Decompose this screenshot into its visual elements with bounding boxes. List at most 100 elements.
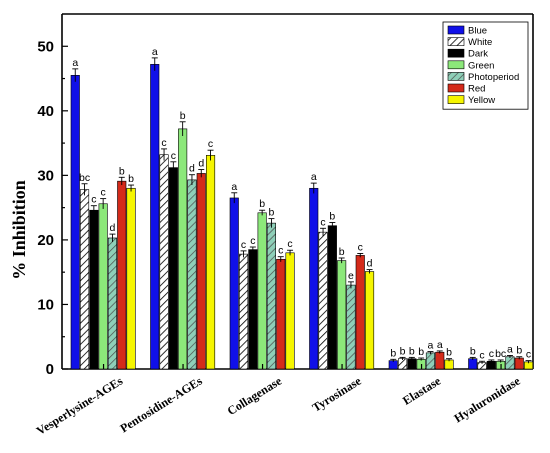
significance-letter: a: [231, 181, 237, 193]
bar-photoperiod: [266, 222, 277, 370]
significance-letter: b: [119, 165, 125, 177]
legend-swatch-yellow: [447, 95, 465, 104]
significance-letter: c: [171, 150, 176, 162]
significance-letter: b: [446, 347, 452, 359]
bar-red: [276, 258, 286, 370]
significance-letter: a: [152, 46, 158, 58]
legend-label-dark: Dark: [468, 49, 488, 60]
significance-letter: b: [128, 173, 134, 185]
bar-white: [397, 358, 408, 370]
significance-letter: b: [180, 110, 186, 122]
bar-dark: [89, 209, 99, 370]
significance-letter: c: [250, 235, 255, 247]
significance-letter: c: [91, 194, 96, 206]
significance-letter: b: [516, 345, 522, 357]
y-tick-label: 0: [46, 361, 54, 378]
bar-yellow: [444, 359, 454, 370]
bar-red: [514, 357, 524, 370]
bar-white: [159, 154, 169, 370]
bar-blue: [229, 197, 239, 370]
legend-swatch-blue: [447, 25, 465, 35]
significance-letter: bc: [79, 172, 90, 184]
significance-letter: c: [278, 245, 283, 257]
x-tick-label: Vesperlysine-AGEs: [34, 374, 126, 438]
significance-letter: c: [489, 348, 494, 360]
legend-label-blue: Blue: [468, 26, 487, 37]
significance-letter: c: [358, 241, 363, 253]
bar-yellow: [126, 187, 136, 370]
y-tick-label: 50: [37, 38, 54, 55]
bar-blue: [150, 64, 160, 370]
significance-letter: bc: [495, 348, 506, 360]
significance-letter: c: [161, 137, 166, 149]
significance-letter: c: [241, 239, 246, 251]
bar-photoperiod: [346, 284, 356, 370]
bar-red: [196, 173, 206, 370]
bar-dark: [248, 249, 258, 370]
y-tick-label: 20: [37, 232, 54, 249]
legend-swatch-white: [447, 37, 465, 46]
significance-letter: b: [259, 198, 265, 210]
significance-letter: b: [470, 345, 476, 357]
bar-white: [80, 189, 90, 370]
bar-dark: [327, 225, 337, 370]
legend-swatch-photoperiod: [447, 72, 465, 81]
bar-yellow: [285, 252, 295, 370]
legend-swatch-green: [447, 60, 465, 70]
x-tick-label: Hyaluronidase: [451, 373, 523, 425]
significance-letter: d: [198, 158, 204, 170]
significance-letter: b: [269, 207, 275, 219]
significance-letter: d: [189, 163, 195, 175]
bar-photoperiod: [107, 237, 117, 370]
x-tick-label: Tyrosinase: [310, 373, 365, 414]
legend-label-white: White: [468, 37, 492, 48]
x-tick-label: Collagenase: [225, 373, 285, 418]
legend-swatch-dark: [447, 48, 465, 58]
significance-letter: d: [110, 222, 116, 234]
y-axis-label: % Inhibition: [9, 180, 29, 280]
significance-letter: d: [367, 258, 373, 270]
bar-dark: [168, 167, 178, 370]
bar-red: [355, 255, 365, 370]
legend-label-green: Green: [468, 60, 494, 71]
x-tick-label: Pentosidine-AGEs: [117, 374, 204, 436]
bar-blue: [309, 187, 319, 370]
significance-letter: a: [72, 57, 78, 69]
significance-letter: b: [390, 347, 396, 359]
significance-letter: c: [208, 138, 213, 150]
bar-red: [435, 351, 445, 370]
significance-letter: b: [339, 246, 345, 258]
bar-green: [257, 212, 267, 370]
bar-blue: [70, 75, 80, 370]
significance-letter: c: [320, 216, 325, 228]
bar-white: [318, 231, 328, 370]
y-tick-label: 10: [37, 296, 54, 313]
significance-letter: c: [479, 349, 484, 361]
bar-photoperiod: [425, 352, 436, 370]
bar-white: [239, 253, 249, 370]
bar-blue: [468, 358, 478, 370]
significance-letter: a: [437, 339, 443, 351]
y-tick-label: 30: [37, 167, 54, 184]
bar-photoperiod: [505, 356, 515, 370]
bar-yellow: [364, 271, 375, 370]
legend-label-photoperiod: Photoperiod: [468, 72, 519, 83]
bar-green: [98, 203, 108, 370]
legend-label-red: Red: [468, 84, 485, 95]
bar-green: [337, 260, 347, 370]
x-tick-label: Elastase: [400, 373, 444, 407]
significance-letter: b: [400, 345, 406, 357]
y-tick-label: 40: [37, 103, 54, 120]
legend-label-yellow: Yellow: [468, 95, 495, 106]
legend-swatch-red: [447, 83, 465, 93]
significance-letter: a: [311, 171, 317, 183]
bar-yellow: [206, 155, 216, 370]
significance-letter: b: [329, 210, 335, 222]
significance-letter: a: [428, 340, 434, 352]
bar-green: [178, 128, 188, 370]
significance-letter: e: [348, 270, 354, 282]
significance-letter: b: [409, 345, 415, 357]
significance-letter: c: [526, 349, 531, 361]
